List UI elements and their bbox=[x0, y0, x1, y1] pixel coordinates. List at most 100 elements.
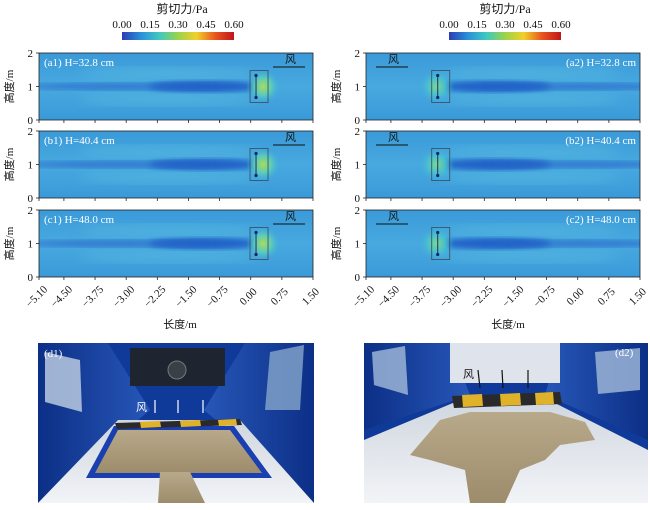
model-outline bbox=[249, 70, 269, 103]
wind-label: 风 bbox=[388, 131, 399, 144]
shear-lobe bbox=[440, 93, 621, 106]
shear-lobe bbox=[79, 145, 260, 158]
photo-d1: 风 (d1) bbox=[38, 343, 314, 503]
panel-label: (b1) H=40.4 cm bbox=[44, 135, 115, 147]
shear-lobe bbox=[79, 224, 260, 237]
x-tick-label: −5.10 bbox=[351, 283, 378, 310]
shear-lobe bbox=[79, 67, 260, 80]
model-outline bbox=[431, 148, 451, 181]
wake-streak bbox=[39, 83, 215, 90]
y-tick-label: 0 bbox=[355, 193, 361, 205]
wake-streak bbox=[485, 240, 640, 247]
y-tick-label: 0 bbox=[355, 115, 361, 127]
colorbar-tick: 0.30 bbox=[168, 19, 188, 31]
fence-post bbox=[436, 73, 440, 78]
high-shear-zone bbox=[246, 147, 281, 182]
y-axis-label: 高度/m bbox=[2, 147, 16, 181]
wind-label: 风 bbox=[285, 131, 296, 144]
high-shear-zone bbox=[419, 147, 454, 182]
y-tick-label: 1 bbox=[28, 239, 34, 251]
x-tick-label: −2.25 bbox=[142, 283, 169, 310]
heatmap-panel: (b2) H=40.4 cm 风 0 1 2 高度/m bbox=[329, 126, 641, 205]
shear-lobe bbox=[79, 171, 260, 184]
fence-post bbox=[254, 151, 258, 156]
fence-post bbox=[254, 173, 258, 178]
x-tick-label: −0.75 bbox=[531, 283, 558, 310]
wind-label: 风 bbox=[285, 210, 296, 223]
y-axis-label: 高度/m bbox=[2, 226, 16, 260]
wind-label: 风 bbox=[388, 210, 399, 223]
x-tick-label: 0.00 bbox=[238, 285, 260, 307]
y-tick-label: 0 bbox=[355, 272, 361, 284]
fence-post bbox=[436, 95, 440, 100]
colorbar-tick: 0.45 bbox=[196, 19, 216, 31]
photo-label: (d1) bbox=[44, 348, 63, 360]
x-axis-label: 长度/m bbox=[491, 317, 525, 331]
x-tick-label: −1.50 bbox=[173, 283, 200, 310]
fence-post bbox=[254, 73, 258, 78]
high-shear-zone bbox=[419, 69, 454, 104]
fence-post bbox=[436, 173, 440, 178]
model-outline bbox=[249, 148, 269, 181]
photo-d2: 风 (d2) bbox=[364, 343, 648, 503]
y-tick-label: 0 bbox=[28, 272, 34, 284]
x-tick-label: −5.10 bbox=[24, 283, 51, 310]
panel-label: (c2) H=48.0 cm bbox=[566, 214, 636, 226]
colorbar-gradient bbox=[122, 32, 234, 40]
colorbar-tick: 0.30 bbox=[495, 19, 515, 31]
x-tick-label: −3.75 bbox=[407, 283, 434, 310]
y-tick-label: 2 bbox=[355, 126, 361, 138]
x-tick-label: −4.50 bbox=[49, 283, 76, 310]
colorbar-tick: 0.15 bbox=[467, 19, 487, 31]
wind-label: 风 bbox=[388, 53, 399, 66]
x-axis-label: 长度/m bbox=[163, 317, 197, 331]
y-tick-label: 1 bbox=[355, 82, 361, 94]
x-tick-label: 1.50 bbox=[627, 285, 649, 307]
panel-label: (a1) H=32.8 cm bbox=[44, 57, 114, 69]
high-shear-zone bbox=[246, 226, 281, 261]
x-tick-label: −3.75 bbox=[80, 283, 107, 310]
shear-lobe bbox=[79, 93, 260, 106]
colorbar-tick: 0.60 bbox=[551, 19, 571, 31]
shear-lobe bbox=[440, 145, 621, 158]
model-outline bbox=[431, 227, 451, 260]
photo-label: (d2) bbox=[615, 347, 634, 359]
model-outline bbox=[249, 227, 269, 260]
x-tick-label: −4.50 bbox=[376, 283, 403, 310]
x-tick-label: −2.25 bbox=[469, 283, 496, 310]
y-axis-label: 高度/m bbox=[329, 226, 343, 260]
shear-lobe bbox=[440, 250, 621, 263]
wake-streak bbox=[39, 161, 215, 168]
y-tick-label: 1 bbox=[28, 160, 34, 172]
shear-lobe bbox=[79, 250, 260, 263]
colorbar-tick: 0.60 bbox=[224, 19, 244, 31]
y-tick-label: 2 bbox=[28, 205, 34, 217]
model-outline bbox=[431, 70, 451, 103]
colorbar-title: 剪切力/Pa bbox=[479, 1, 531, 16]
wake-streak bbox=[485, 83, 640, 90]
y-tick-label: 2 bbox=[28, 126, 34, 138]
shear-lobe bbox=[440, 171, 621, 184]
colorbar-tick: 0.00 bbox=[112, 19, 132, 31]
fence-post bbox=[436, 230, 440, 235]
colorbar-tick: 0.15 bbox=[140, 19, 160, 31]
shear-lobe bbox=[440, 224, 621, 237]
wake-streak bbox=[485, 161, 640, 168]
y-axis-label: 高度/m bbox=[329, 147, 343, 181]
colorbar-left: 剪切力/Pa 0.00 0.15 0.30 0.45 0.60 bbox=[112, 1, 244, 40]
shear-lobe bbox=[440, 67, 621, 80]
heatmap-panel: (a1) H=32.8 cm 风 0 1 2 高度/m bbox=[2, 48, 314, 127]
x-tick-label: 0.75 bbox=[269, 285, 291, 307]
y-tick-label: 2 bbox=[355, 205, 361, 217]
colorbar-gradient bbox=[449, 32, 561, 40]
high-shear-zone bbox=[419, 226, 454, 261]
wind-label: 风 bbox=[463, 368, 474, 381]
colorbar-title: 剪切力/Pa bbox=[156, 1, 208, 16]
heatmap-panel: (b1) H=40.4 cm 风 0 1 2 高度/m bbox=[2, 126, 314, 205]
y-tick-label: 0 bbox=[28, 193, 34, 205]
fence-post bbox=[254, 95, 258, 100]
colorbar-tick: 0.45 bbox=[523, 19, 543, 31]
wind-label: 风 bbox=[136, 401, 147, 414]
heatmap-panel: (a2) H=32.8 cm 风 0 1 2 高度/m bbox=[329, 48, 641, 127]
